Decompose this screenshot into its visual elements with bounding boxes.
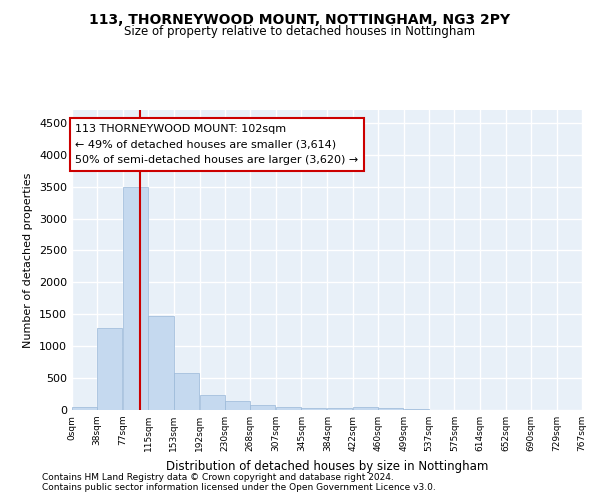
Bar [123,186,148,410]
Bar [378,408,403,410]
Text: Contains HM Land Registry data © Crown copyright and database right 2024.: Contains HM Land Registry data © Crown c… [42,474,394,482]
Bar [301,408,326,410]
Bar [72,407,97,410]
Bar [174,373,199,410]
Bar [328,408,352,410]
Bar [225,401,250,410]
X-axis label: Distribution of detached houses by size in Nottingham: Distribution of detached houses by size … [166,460,488,472]
Bar [148,316,173,410]
Bar [276,407,301,410]
Text: Size of property relative to detached houses in Nottingham: Size of property relative to detached ho… [124,25,476,38]
Bar [353,407,377,410]
Text: Contains public sector information licensed under the Open Government Licence v3: Contains public sector information licen… [42,484,436,492]
Bar [200,394,225,410]
Bar [250,405,275,410]
Text: 113, THORNEYWOOD MOUNT, NOTTINGHAM, NG3 2PY: 113, THORNEYWOOD MOUNT, NOTTINGHAM, NG3 … [89,12,511,26]
Y-axis label: Number of detached properties: Number of detached properties [23,172,34,348]
Text: 113 THORNEYWOOD MOUNT: 102sqm
← 49% of detached houses are smaller (3,614)
50% o: 113 THORNEYWOOD MOUNT: 102sqm ← 49% of d… [76,124,359,165]
Bar [97,328,122,410]
